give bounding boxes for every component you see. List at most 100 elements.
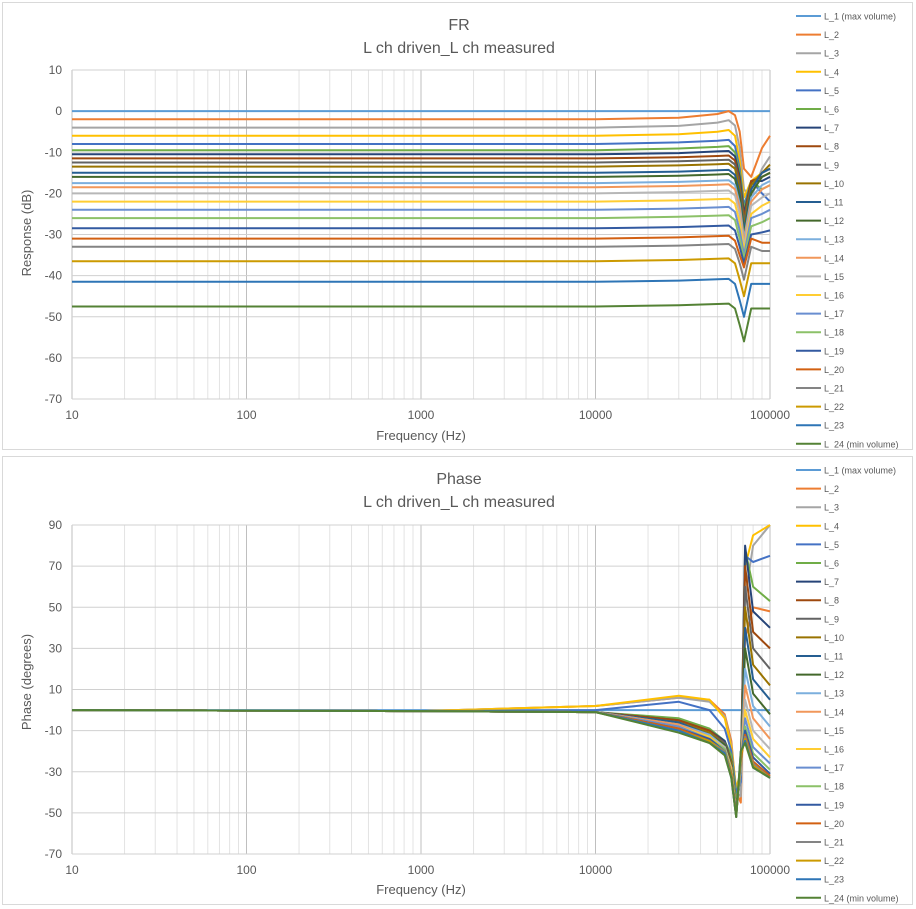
fr-legend-label: L_24 (min volume) [824, 439, 899, 449]
phase-legend-label: L_14 [824, 707, 844, 717]
fr-legend-label: L_22 [824, 402, 844, 412]
fr-x-tick-label: 100 [236, 408, 256, 422]
fr-series-line [72, 234, 770, 269]
fr-legend-label: L_4 [824, 67, 839, 77]
fr-legend-label: L_10 [824, 179, 844, 189]
fr-series-line [72, 205, 771, 257]
fr-series-line [72, 183, 771, 244]
fr-legend-label: L_1 (max volume) [824, 12, 896, 22]
fr-legend-label: L_19 [824, 346, 844, 356]
fr-y-tick-label: -10 [45, 145, 63, 159]
phase-legend-label: L_1 (max volume) [824, 466, 896, 476]
phase-legend-label: L_16 [824, 745, 844, 755]
phase-legend: L_1 (max volume) L_2 L_3 L_4 L_5 L_6 L_7 L_8 L_9… [796, 466, 899, 903]
fr-legend-label: L_12 [824, 216, 844, 226]
fr-legend-label: L_11 [824, 198, 843, 208]
fr-series-line [72, 171, 771, 236]
phase-y-tick-label: -30 [45, 765, 63, 779]
phase-chart-subtitle: L ch driven_L ch measured [363, 494, 555, 511]
phase-y-tick-label: -50 [45, 806, 63, 820]
phase-series-group [71, 524, 771, 818]
phase-y-tick-label: 30 [49, 641, 63, 655]
fr-x-axis-label: Frequency (Hz) [376, 428, 466, 443]
fr-y-tick-label: -40 [45, 269, 63, 283]
phase-legend-label: L_13 [824, 689, 844, 699]
fr-x-tick-label: 10 [65, 408, 79, 422]
fr-legend-label: L_15 [824, 272, 844, 282]
phase-legend-label: L_19 [824, 800, 844, 810]
phase-x-tick-label: 100 [236, 863, 256, 877]
fr-series-line [72, 197, 771, 252]
phase-legend-label: L_15 [824, 726, 844, 736]
phase-x-tick-label: 100000 [750, 863, 790, 877]
phase-legend-label: L_20 [824, 819, 844, 829]
fr-legend-label: L_8 [824, 142, 839, 152]
phase-legend-label: L_9 [824, 614, 839, 624]
fr-legend-label: L_2 [824, 30, 839, 40]
fr-y-tick-label: -60 [45, 351, 63, 365]
fr-legend-label: L_5 [824, 86, 839, 96]
fr-chart-title: FR [448, 17, 469, 34]
fr-y-tick-label: -70 [45, 392, 63, 406]
fr-series-line [72, 224, 771, 265]
fr-series-group [72, 110, 771, 343]
phase-y-axis-label: Phase (degrees) [19, 634, 34, 730]
fr-y-axis-label: Response (dB) [19, 190, 34, 277]
phase-y-tick-label: -10 [45, 724, 63, 738]
fr-series-line [72, 110, 771, 178]
fr-y-tick-label: -20 [45, 186, 63, 200]
phase-legend-label: L_7 [824, 577, 839, 587]
fr-legend-label: L_6 [824, 105, 839, 115]
phase-legend-label: L_5 [824, 540, 839, 550]
phase-y-tick-label: 70 [49, 559, 63, 573]
fr-y-tick-label: 10 [49, 63, 63, 77]
phase-legend-label: L_11 [824, 652, 843, 662]
fr-series-line [72, 302, 770, 343]
phase-legend-label: L_23 [824, 875, 844, 885]
fr-series-line [72, 189, 771, 248]
fr-legend-label: L_23 [824, 421, 844, 431]
phase-legend-label: L_21 [824, 838, 844, 848]
fr-legend-label: L_18 [824, 328, 844, 338]
phase-y-tick-label: 10 [49, 683, 63, 697]
fr-chart-subtitle: L ch driven_L ch measured [363, 40, 555, 57]
fr-series-line [72, 257, 770, 298]
phase-chart-panel: Phase L ch driven_L ch measured Frequenc… [2, 456, 913, 905]
fr-legend-label: L_13 [824, 235, 844, 245]
fr-series-line [72, 179, 771, 240]
phase-x-tick-label: 10000 [579, 863, 613, 877]
fr-legend-label: L_17 [824, 309, 844, 319]
phase-legend-label: L_8 [824, 596, 839, 606]
fr-legend-label: L_7 [824, 123, 839, 133]
fr-series-line [72, 277, 770, 318]
phase-legend-label: L_12 [824, 670, 844, 680]
phase-x-tick-label: 10 [65, 863, 79, 877]
fr-legend: L_1 (max volume) L_2 L_3 L_4 L_5 L_6 L_7 L_8 L_9… [796, 12, 899, 449]
phase-y-tick-label: -70 [45, 847, 63, 861]
phase-legend-label: L_18 [824, 782, 844, 792]
fr-x-tick-label: 10000 [579, 408, 613, 422]
fr-x-tick-label: 1000 [408, 408, 435, 422]
phase-chart: Phase L ch driven_L ch measured Frequenc… [19, 466, 899, 904]
phase-legend-label: L_6 [824, 559, 839, 569]
phase-x-axis-label: Frequency (Hz) [376, 882, 466, 897]
fr-legend-label: L_3 [824, 49, 839, 59]
phase-x-tick-label: 1000 [408, 863, 435, 877]
fr-series-line [72, 167, 771, 232]
fr-y-tick-label: 0 [55, 104, 62, 118]
fr-legend-label: L_20 [824, 365, 844, 375]
fr-series-line [72, 214, 771, 261]
fr-legend-label: L_16 [824, 291, 844, 301]
phase-legend-label: L_4 [824, 521, 839, 531]
fr-legend-label: L_14 [824, 253, 844, 263]
fr-chart: FR L ch driven_L ch measured Frequency (… [19, 12, 899, 450]
phase-legend-label: L_17 [824, 763, 844, 773]
phase-grid [71, 524, 771, 855]
phase-legend-label: L_3 [824, 503, 839, 513]
fr-legend-label: L_21 [824, 384, 844, 394]
phase-y-tick-label: 50 [49, 600, 63, 614]
phase-y-tick-label: 90 [49, 518, 63, 532]
phase-legend-label: L_22 [824, 856, 844, 866]
fr-chart-panel: FR L ch driven_L ch measured Frequency (… [2, 2, 913, 450]
fr-x-tick-label: 100000 [750, 408, 790, 422]
